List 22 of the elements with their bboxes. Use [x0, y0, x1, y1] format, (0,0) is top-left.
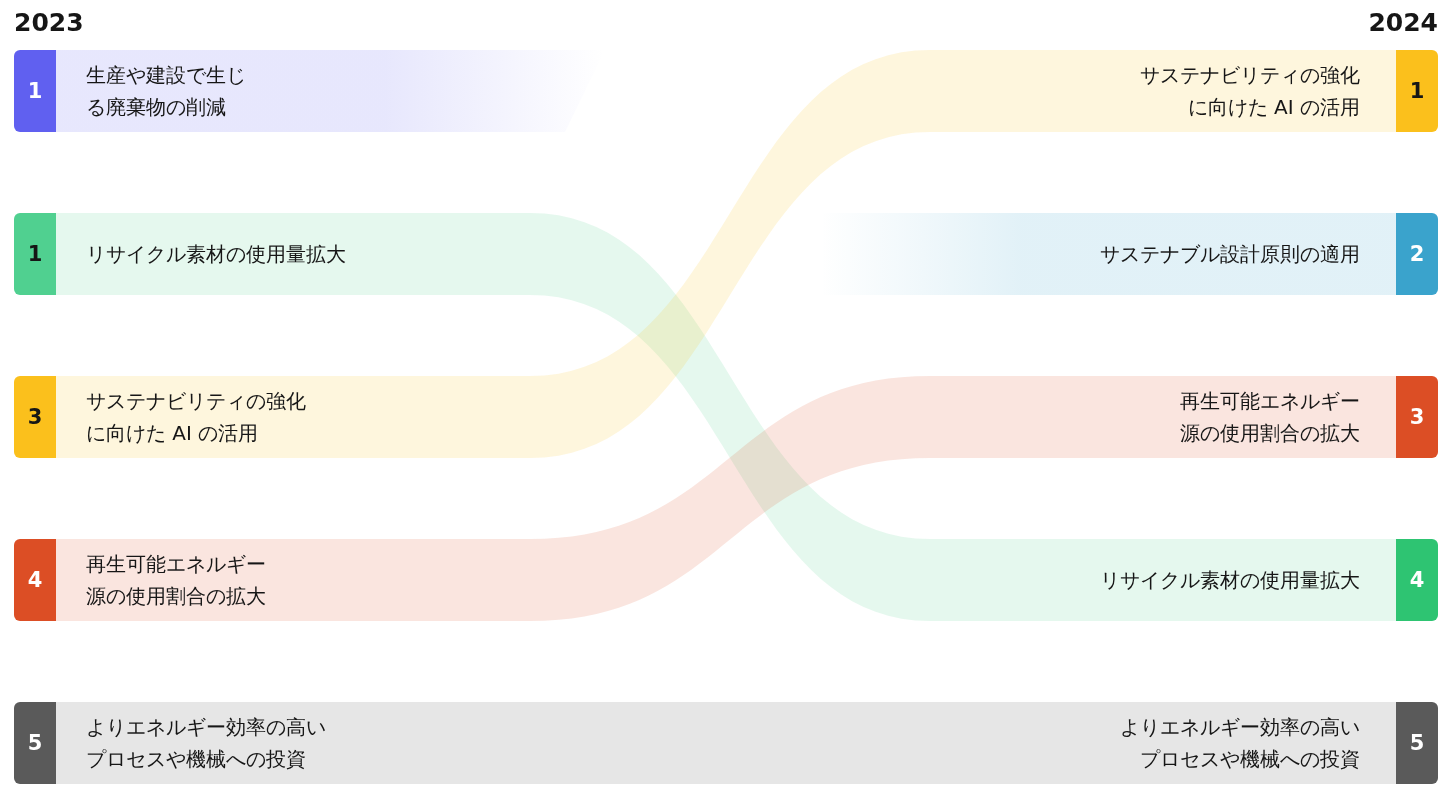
series-label: よりエネルギー効率の高いプロセスや機械への投資: [86, 715, 326, 771]
text: よりエネルギー効率の高いプロセスや機械への投資: [1120, 715, 1360, 771]
series-label: サステナビリティの強化に向けた AI の活用: [86, 389, 306, 445]
category-label: 2024: [1368, 7, 1438, 37]
data-label: 5: [27, 731, 43, 755]
text: 再生可能エネルギー源の使用割合の拡大: [1180, 389, 1360, 445]
series-label: リサイクル素材の使用量拡大: [86, 242, 346, 266]
data-label: 3: [27, 405, 43, 429]
text: リサイクル素材の使用量拡大: [1100, 568, 1360, 592]
data-label: 2: [1409, 242, 1425, 266]
text: サステナビリティの強化に向けた AI の活用: [1140, 63, 1360, 119]
data-label: 5: [1409, 731, 1425, 755]
series-label: 生産や建設で生じる廃棄物の削減: [86, 63, 246, 119]
data-label: 1: [27, 242, 43, 266]
series-label: サステナブル設計原則の適用: [1100, 242, 1360, 266]
data-label: 3: [1409, 405, 1425, 429]
category-label: 2023: [14, 7, 84, 37]
data-label: 1: [1409, 79, 1425, 103]
series-label: 再生可能エネルギー源の使用割合の拡大: [86, 552, 266, 608]
data-label: 1: [27, 79, 43, 103]
data-label: 4: [1409, 568, 1425, 592]
data-label: 4: [27, 568, 43, 592]
